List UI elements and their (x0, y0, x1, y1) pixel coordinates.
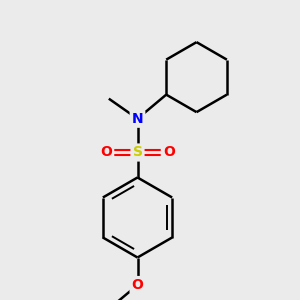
Text: O: O (132, 278, 143, 292)
Text: N: N (132, 112, 143, 126)
Text: S: S (133, 146, 142, 160)
Text: O: O (163, 146, 175, 160)
Text: O: O (100, 146, 112, 160)
